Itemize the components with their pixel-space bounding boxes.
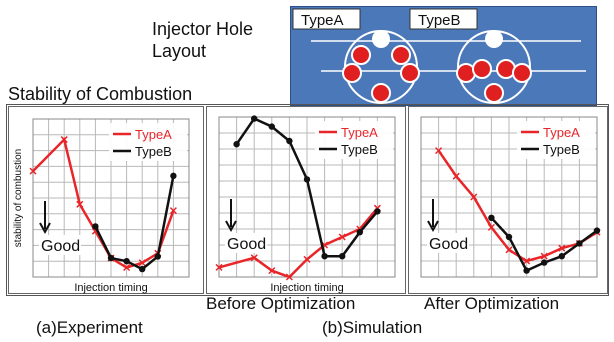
good-arrow-head <box>39 222 51 235</box>
data-point-typeb <box>523 267 530 274</box>
data-point-typea <box>60 136 68 144</box>
data-point-typeb <box>107 254 115 262</box>
data-point-typeb <box>558 253 565 260</box>
typeA-label-box <box>292 8 361 30</box>
good-label-bg <box>427 233 469 253</box>
typeB-label-box <box>409 8 478 30</box>
typeA-hole <box>371 83 391 103</box>
data-point-typeb <box>123 258 130 265</box>
caption-simulation: (b)Simulation <box>322 318 423 337</box>
data-point-typeb <box>488 214 495 221</box>
caption-before: Before Optimization <box>206 294 356 313</box>
typeA-hole <box>391 45 411 65</box>
data-point-typeb <box>286 137 293 145</box>
data-point-typea <box>169 207 177 215</box>
plot-area <box>218 116 396 278</box>
typeA-layout-label: TypeA <box>301 12 344 29</box>
x-axis-label: Injection timing <box>270 282 343 294</box>
good-label: Good <box>41 238 80 255</box>
data-point-typea <box>558 244 566 252</box>
y-axis-label: stability of combustion <box>13 149 24 247</box>
data-point-typea <box>435 147 443 155</box>
legend-label-typeb: TypeB <box>543 142 580 157</box>
data-point-typeb <box>170 172 177 180</box>
legend-label-typeb: TypeB <box>341 142 378 157</box>
good-arrow-head <box>225 220 237 233</box>
data-point-typea <box>123 263 131 272</box>
data-point-typea <box>76 200 84 208</box>
stability-title: Stability of Combustion <box>8 84 193 104</box>
chart-after-optimization: Good TypeA TypeB <box>420 116 601 278</box>
typeB-center-hole <box>485 30 503 48</box>
panel-after: Good TypeA TypeB <box>408 106 608 294</box>
injector-layout-diagram: TypeA TypeB <box>290 6 597 106</box>
data-point-typea <box>303 255 311 263</box>
layout-title: Injector Hole Layout <box>152 18 253 62</box>
typeA-hole <box>342 63 362 83</box>
typeB-hole <box>512 63 532 83</box>
typeB-hole <box>484 83 504 103</box>
good-label: Good <box>429 236 468 253</box>
caption-after: After Optimization <box>424 294 560 313</box>
data-point-typea <box>452 172 460 180</box>
legend-box <box>109 123 187 161</box>
data-point-typeb <box>576 240 583 247</box>
plot-area <box>32 118 190 278</box>
legend-label-typea: TypeA <box>135 127 172 142</box>
good-label-bg <box>39 235 81 255</box>
legend-label-typea: TypeA <box>543 125 580 140</box>
typeA-hole <box>400 63 420 83</box>
legend-label-typea: TypeA <box>341 125 378 140</box>
data-point-typea <box>487 223 495 231</box>
data-point-typeb <box>593 227 601 234</box>
data-point-typeb <box>233 141 240 148</box>
series-line-typeb <box>94 175 175 271</box>
legend-label-typeb: TypeB <box>135 144 172 159</box>
data-point-typea <box>338 233 346 241</box>
caption-experiment: (a)Experiment <box>36 318 143 337</box>
data-point-typeb <box>541 259 548 266</box>
layout-title-line1: Injector Hole <box>152 19 254 39</box>
data-point-typeb <box>139 265 146 273</box>
data-point-typea <box>250 254 258 262</box>
data-point-typeb <box>251 115 258 122</box>
data-point-typea <box>215 263 223 271</box>
legend-box <box>517 121 595 159</box>
data-point-typeb <box>321 253 328 260</box>
data-point-typea <box>268 267 276 275</box>
data-point-typeb <box>356 229 363 236</box>
typeB-hole <box>472 59 492 79</box>
data-point-typea <box>505 246 513 254</box>
data-point-typeb <box>154 253 161 260</box>
layout-title-line2: Layout <box>152 41 207 61</box>
data-point-typea <box>29 167 37 175</box>
data-point-typea <box>540 252 548 260</box>
data-point-typeb <box>303 176 311 183</box>
injector-layout-svg: TypeA TypeB <box>292 8 586 104</box>
typeA-center-hole <box>372 30 390 48</box>
data-point-typea <box>523 257 531 265</box>
data-point-typeb <box>268 123 275 130</box>
x-axis-label: Injection timing <box>74 282 147 294</box>
data-point-typeb <box>505 233 513 241</box>
plot-area <box>420 116 598 278</box>
data-point-typeb <box>92 223 99 230</box>
good-arrow-head <box>427 220 439 233</box>
data-point-typea <box>285 273 293 281</box>
chart-experiment: Good TypeA TypeB Injection timing stability … <box>13 118 190 294</box>
good-label: Good <box>227 236 266 253</box>
legend-box <box>315 121 393 159</box>
typeB-layout-label: TypeB <box>418 12 461 29</box>
panel-experiment: Good TypeA TypeB Injection timing stability … <box>8 106 204 294</box>
data-point-typea <box>138 259 146 267</box>
chart-before-optimization: Good TypeA TypeB Injection timing <box>215 115 396 294</box>
data-point-typeb <box>374 208 381 215</box>
typeA-hole <box>351 45 371 65</box>
charts-frame <box>6 104 609 296</box>
panel-before: Good TypeA TypeB Injection timing <box>206 106 406 294</box>
good-label-bg <box>225 233 267 253</box>
data-point-typea <box>470 193 478 201</box>
data-point-typeb <box>339 253 346 260</box>
